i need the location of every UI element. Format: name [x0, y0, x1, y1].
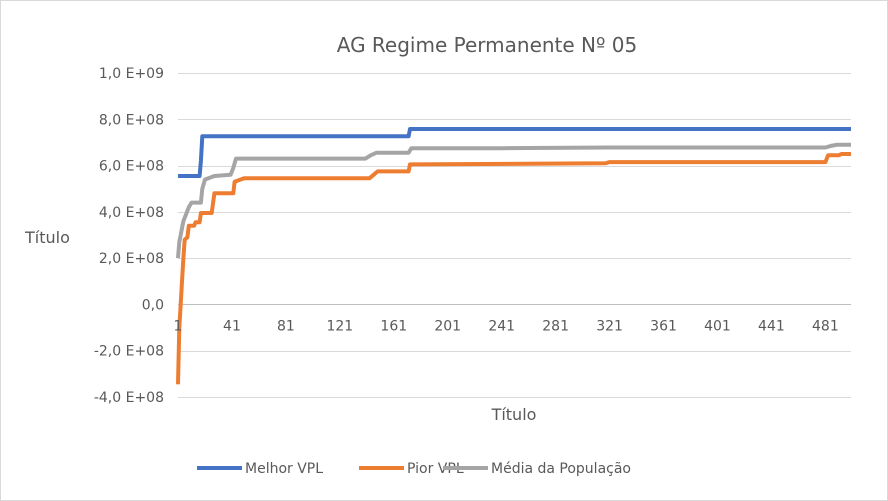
legend-label-2: Média da População [491, 461, 631, 477]
y-tick-label: 8,0 E+08 [99, 112, 164, 128]
y-tick-label: 6,0 E+08 [99, 159, 164, 175]
x-tick-label: 41 [223, 318, 241, 334]
x-axis-title: Título [491, 405, 537, 424]
x-tick-label: 441 [758, 318, 785, 334]
y-axis-ticks: 1,0 E+09 8,0 E+08 6,0 E+08 4,0 E+08 2,0 E+08… [94, 66, 164, 406]
y-axis-title: Título [24, 228, 70, 247]
y-tick-label: 4,0 E+08 [99, 205, 164, 221]
series-line-2 [176, 142, 851, 259]
legend: Melhor VPL Pior VPL Média da População [197, 461, 631, 477]
x-tick-label: 361 [650, 318, 677, 334]
x-tick-label: 321 [596, 318, 623, 334]
x-tick-label: 481 [812, 318, 839, 334]
x-tick-label: 401 [704, 318, 731, 334]
chart-title: AG Regime Permanente Nº 05 [337, 33, 638, 57]
series-line-0 [178, 127, 851, 178]
y-tick-label: 2,0 E+08 [99, 251, 164, 267]
x-tick-label: 1 [174, 318, 183, 334]
y-tick-label: 0,0 [142, 297, 164, 313]
series-line-1 [176, 152, 851, 385]
x-tick-label: 201 [434, 318, 461, 334]
x-tick-label: 281 [542, 318, 569, 334]
y-tick-label: -4,0 E+08 [94, 390, 164, 406]
legend-label-0: Melhor VPL [245, 461, 323, 477]
data-series [176, 127, 851, 385]
y-tick-label: -2,0 E+08 [94, 344, 164, 360]
gridlines [178, 73, 851, 398]
legend-label-1: Pior VPL [407, 461, 464, 477]
x-axis-ticks: 1 41 81 121 161 201 241 281 321 361 401 441 481 [174, 318, 839, 334]
x-tick-label: 241 [488, 318, 515, 334]
y-tick-label: 1,0 E+09 [99, 66, 164, 82]
x-tick-label: 121 [326, 318, 353, 334]
x-tick-label: 81 [277, 318, 295, 334]
x-tick-label: 161 [380, 318, 407, 334]
